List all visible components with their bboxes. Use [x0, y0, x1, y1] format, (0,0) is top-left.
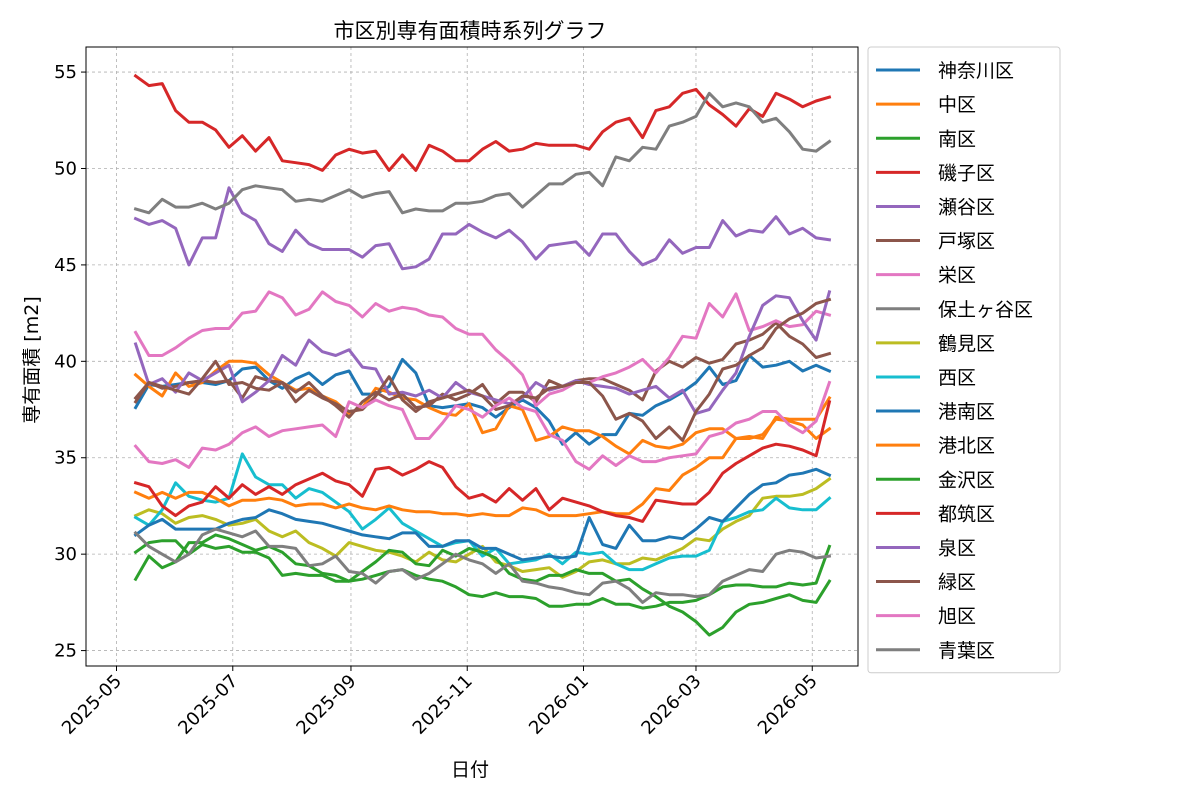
legend-label: 神奈川区: [938, 60, 1014, 82]
y-tick-label: 30: [54, 544, 77, 565]
legend-label: 金沢区: [938, 469, 995, 491]
legend-label: 青葉区: [938, 640, 995, 662]
chart-title: 市区別専有面積時系列グラフ: [334, 19, 607, 43]
series-line-6: [133, 321, 832, 419]
series-line-4: [133, 73, 832, 172]
legend-label: 旭区: [938, 606, 976, 628]
legend-label: 中区: [938, 94, 976, 116]
legend-label: 瀬谷区: [938, 196, 995, 218]
legend-label: 港南区: [938, 401, 995, 423]
x-axis-label: 日付: [451, 759, 489, 781]
series-line-17: [133, 380, 832, 471]
y-tick-label: 55: [54, 62, 77, 83]
series-line-2: [133, 359, 832, 456]
series-line-13: [133, 533, 832, 637]
y-tick-label: 50: [54, 158, 77, 179]
legend-frame: [867, 46, 1061, 674]
series-line-7: [133, 290, 832, 408]
legend: 神奈川区中区南区磯子区瀬谷区戸塚区栄区保土ヶ谷区鶴見区西区港南区港北区金沢区都筑…: [867, 46, 1061, 674]
y-tick-label: 35: [54, 448, 77, 469]
series-line-1: [133, 354, 832, 446]
legend-label: 鶴見区: [938, 333, 995, 355]
legend-label: 南区: [938, 128, 976, 150]
legend-label: 港北区: [938, 435, 995, 457]
series-line-14: [133, 399, 832, 523]
legend-label: 都筑区: [938, 503, 995, 525]
legend-label: 泉区: [938, 537, 976, 559]
series-line-11: [133, 467, 832, 562]
legend-label: 栄区: [938, 265, 976, 287]
legend-label: 西区: [938, 367, 976, 389]
series-line-12: [133, 417, 832, 518]
series-line-5: [133, 186, 832, 271]
y-tick-label: 40: [54, 351, 77, 372]
series-line-9: [133, 476, 832, 579]
series-line-18: [133, 527, 832, 604]
y-tick-label: 25: [54, 641, 77, 662]
legend-label: 保土ヶ谷区: [938, 299, 1033, 321]
y-axis-label: 専有面積 [m2]: [21, 296, 43, 423]
series-line-16: [133, 297, 832, 442]
series-line-8: [133, 91, 832, 215]
legend-label: 戸塚区: [938, 231, 995, 253]
plot-area-frame: [85, 46, 859, 667]
series-lines: [133, 73, 832, 637]
legend-label: 緑区: [938, 572, 976, 594]
series-line-10: [133, 452, 832, 572]
y-tick-label: 45: [54, 255, 77, 276]
legend-label: 磯子区: [938, 162, 995, 184]
